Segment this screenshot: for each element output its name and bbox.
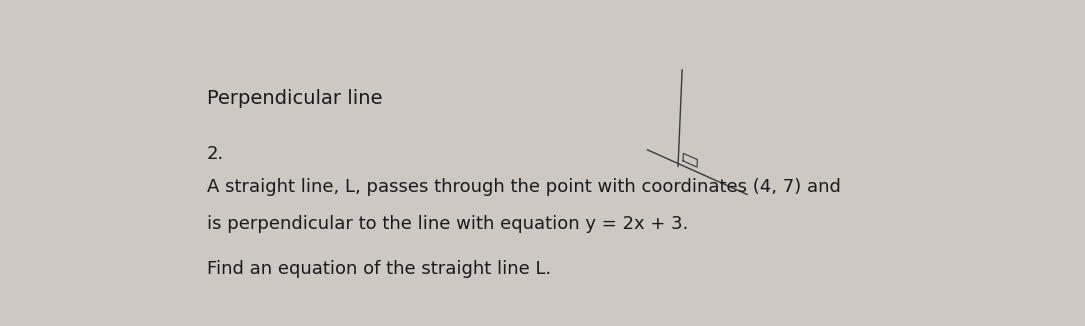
Text: A straight line, L, passes through the point with coordinates (4, 7) and: A straight line, L, passes through the p…	[207, 178, 841, 197]
Text: Find an equation of the straight line L.: Find an equation of the straight line L.	[207, 260, 551, 278]
Text: 2.: 2.	[207, 144, 225, 163]
Text: Perpendicular line: Perpendicular line	[207, 89, 383, 108]
Text: is perpendicular to the line with equation y = 2x + 3.: is perpendicular to the line with equati…	[207, 215, 689, 233]
